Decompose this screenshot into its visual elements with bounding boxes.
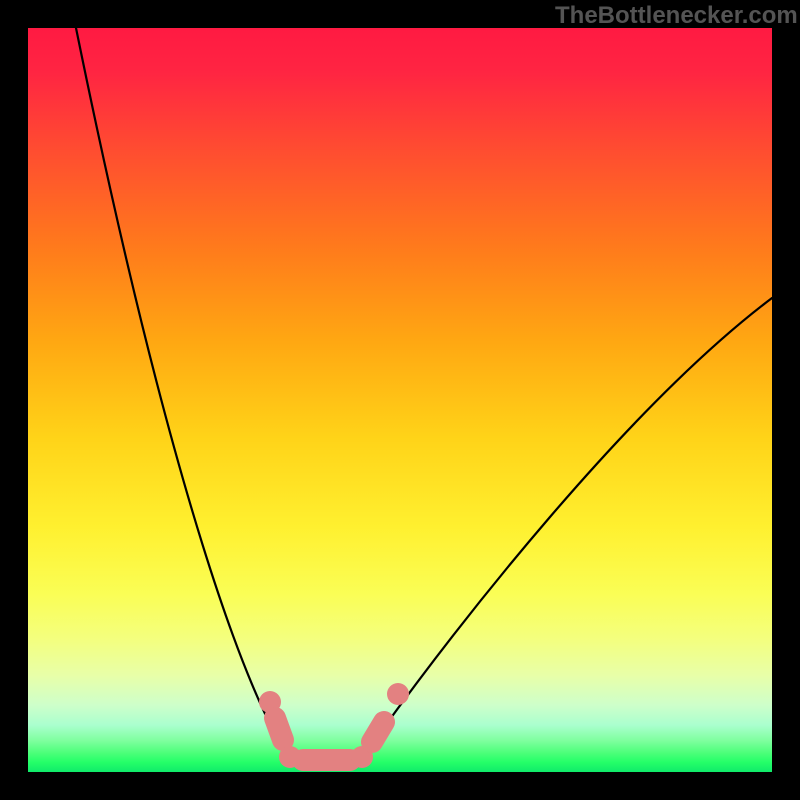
bottleneck-curve [76, 28, 772, 758]
data-point [372, 722, 384, 742]
chart-frame: TheBottlenecker.com [0, 0, 800, 800]
data-markers [259, 683, 409, 768]
data-point [275, 718, 283, 740]
chart-svg-layer [0, 0, 800, 800]
watermark-text: TheBottlenecker.com [555, 2, 798, 30]
data-point [387, 683, 409, 705]
